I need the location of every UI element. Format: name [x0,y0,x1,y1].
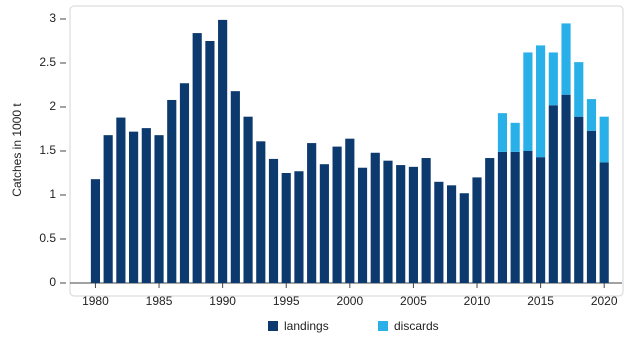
bar [294,171,304,283]
bar [561,23,571,95]
bar [434,181,444,283]
y-axis-label: Catches in 1000 t [10,103,24,197]
bar [268,158,279,283]
bar [523,52,533,151]
legend-label: landings [284,319,329,333]
x-tick-label: 2010 [464,294,491,308]
bar [510,122,520,152]
bar [218,19,228,283]
bar [243,116,253,284]
legend-swatch [268,321,278,331]
bar [256,141,266,283]
y-tick-label: 0 [49,275,56,289]
y-tick-label: 2 [49,99,56,113]
y-tick-label: 3 [49,11,56,25]
x-tick-label: 1985 [146,294,173,308]
bar [205,41,215,283]
plot-frame [69,5,624,297]
x-tick-label: 1980 [82,294,109,308]
bar [129,131,139,283]
x-tick-label: 1990 [209,294,236,308]
bar [561,94,571,284]
y-tick-label: 0.5 [39,231,56,245]
bar [192,33,202,283]
bar [141,128,151,283]
y-tick-label: 1 [49,187,56,201]
bar [472,177,482,283]
bar [307,143,317,283]
bar [574,116,584,284]
bar [599,116,609,163]
bar [179,83,190,284]
bar [548,105,558,284]
bar [383,160,393,283]
bar [90,179,101,283]
bar [421,158,431,283]
x-tick-label: 1995 [273,294,300,308]
bar [523,151,533,283]
bar [408,166,418,283]
legend-swatch [378,321,388,331]
bar [497,151,508,283]
bar [230,91,240,283]
bar [332,146,342,283]
bar [586,130,597,283]
bar [574,62,584,117]
bar [459,193,469,283]
bar [116,117,126,283]
bar [154,135,164,283]
bar [370,152,380,283]
bar [485,158,495,283]
bar [536,157,546,283]
x-tick-label: 2005 [400,294,427,308]
bar [167,99,177,284]
bar [586,99,597,131]
y-tick-label: 2.5 [39,55,56,69]
bar [396,165,406,283]
bar [497,113,508,152]
legend-label: discards [394,319,439,333]
bar [319,164,329,283]
bar [599,162,609,283]
x-tick-label: 2015 [527,294,554,308]
bar [345,138,355,283]
bar [548,52,558,106]
x-tick-label: 2000 [336,294,363,308]
bar [536,45,546,158]
bar [510,151,520,283]
bar [357,167,368,283]
y-tick-label: 1.5 [39,143,56,157]
bar [103,135,113,283]
bar [281,173,291,283]
bar [446,185,457,283]
x-tick-label: 2020 [591,294,618,308]
